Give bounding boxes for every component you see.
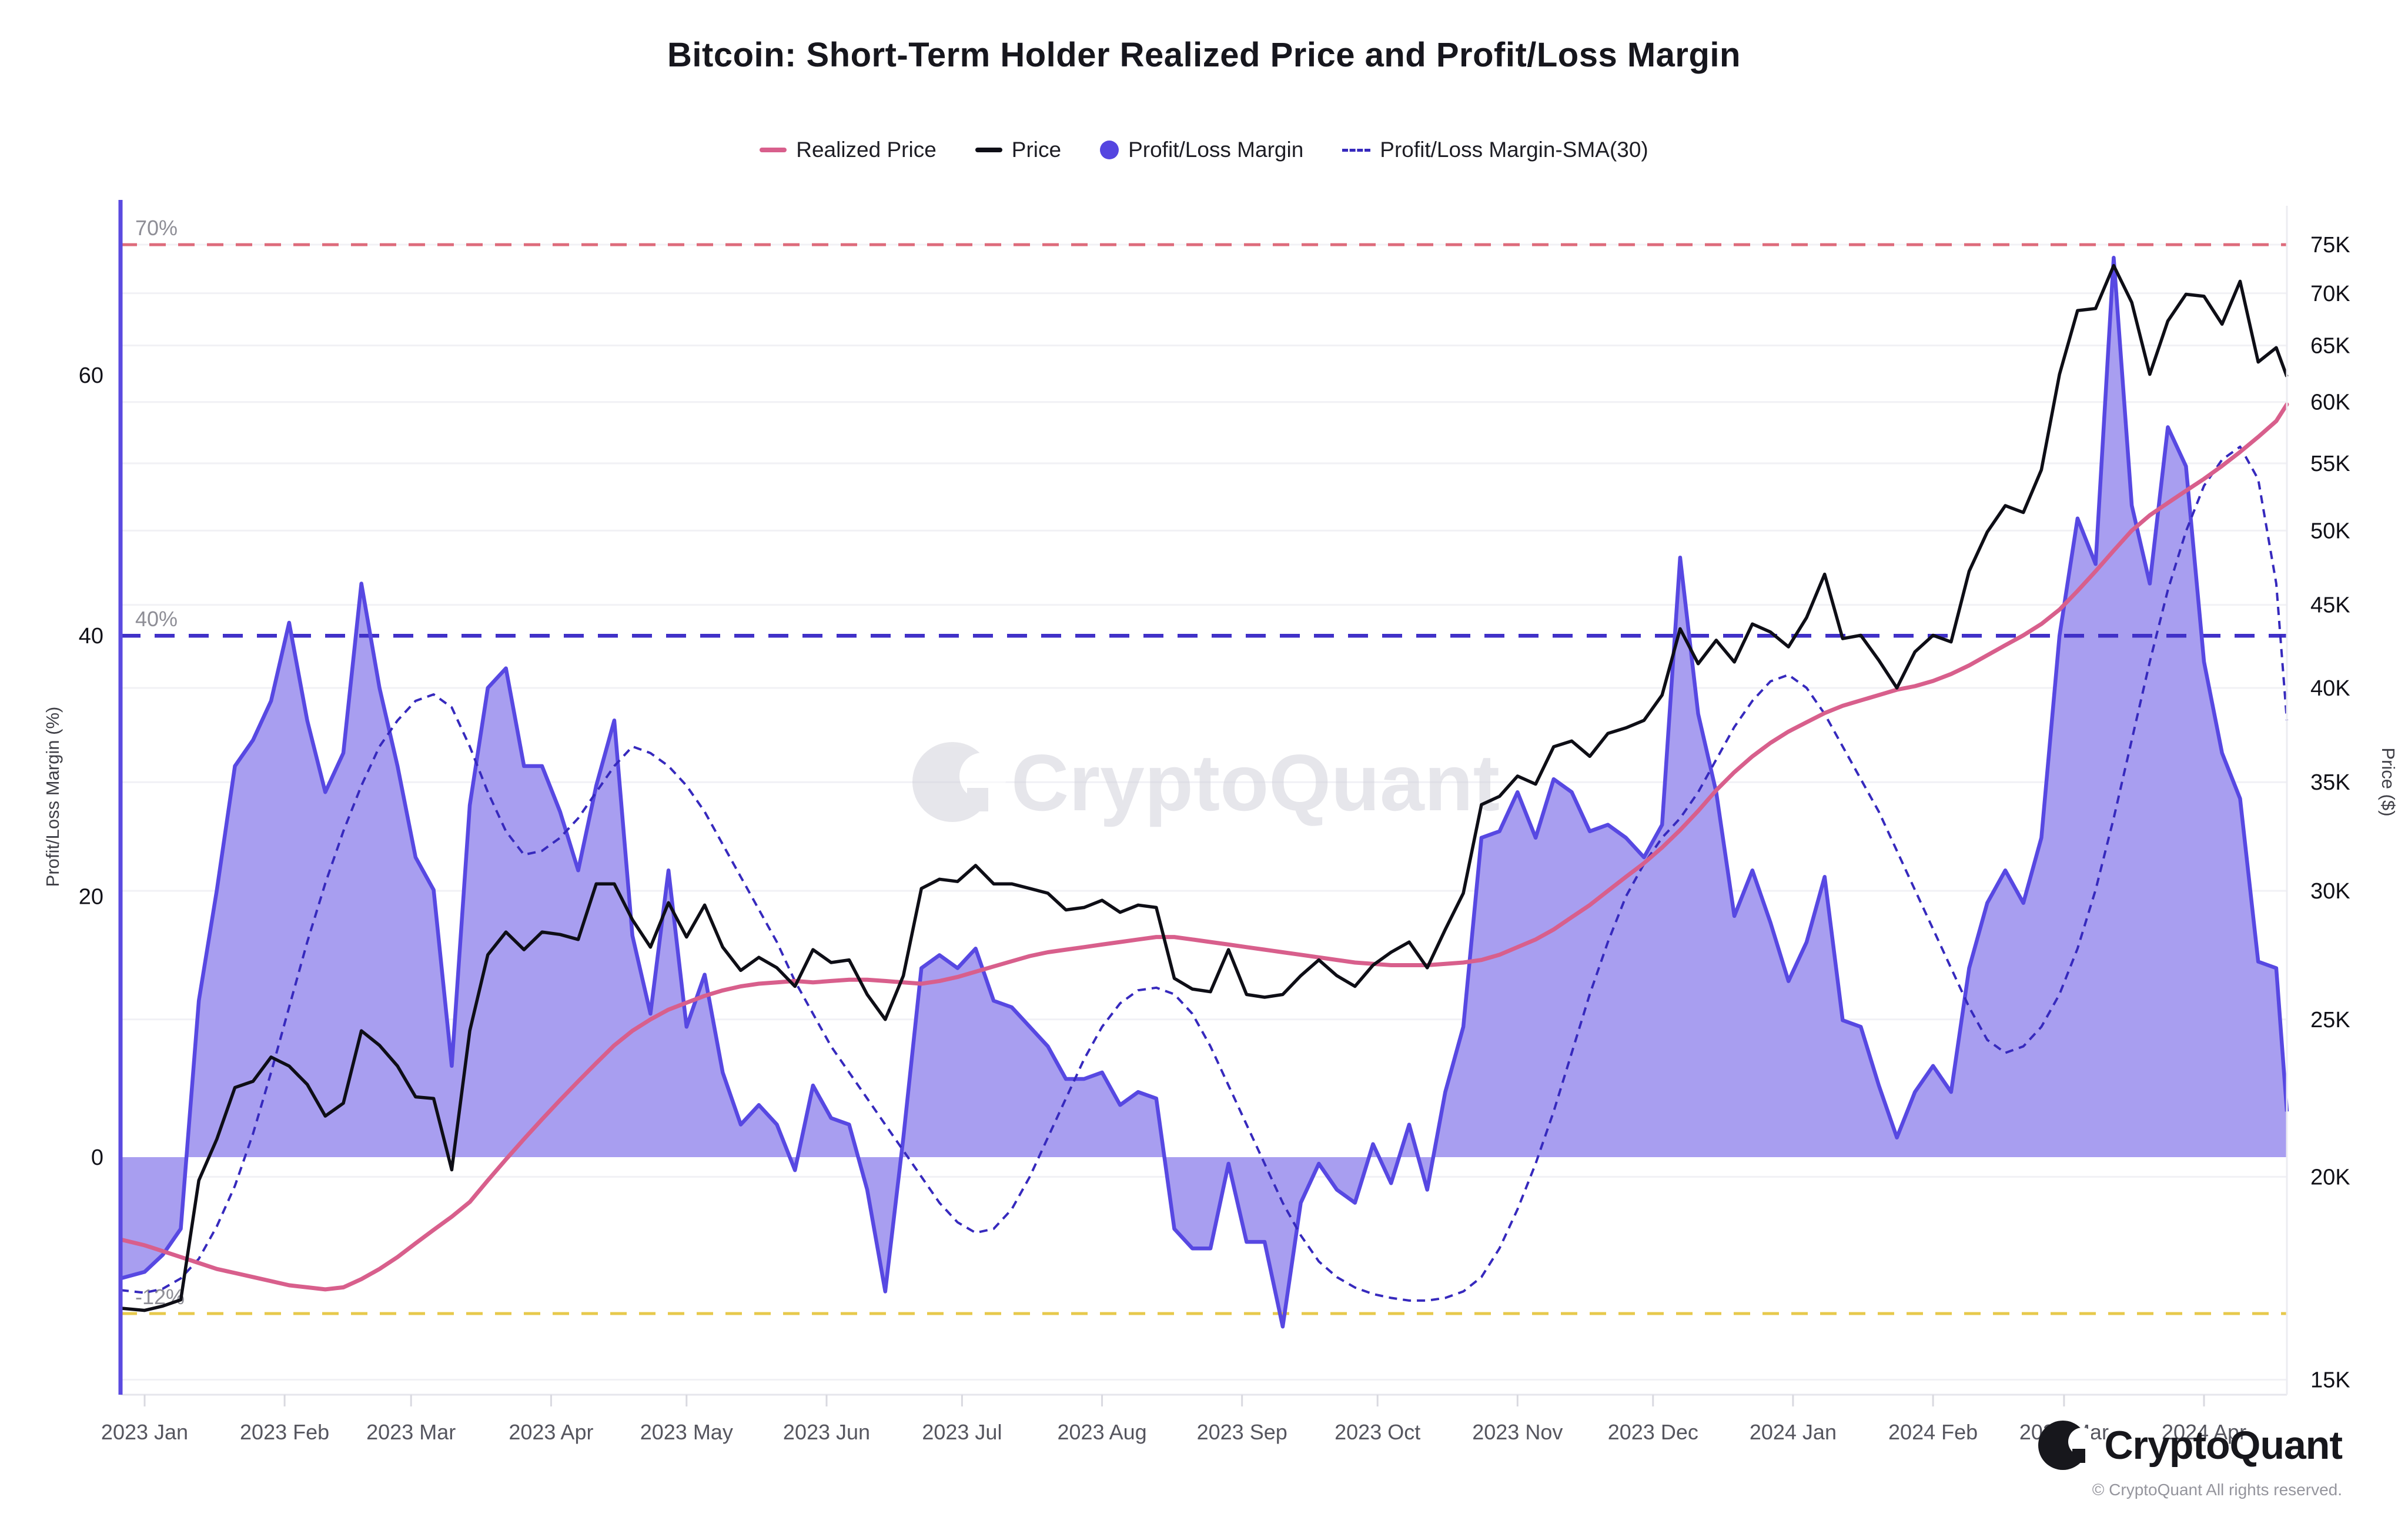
right-tick-label: 50K	[2310, 519, 2350, 543]
legend-label: Price	[1011, 138, 1062, 162]
x-tick-label: 2023 Jun	[783, 1420, 870, 1444]
x-tick-label: 2023 Jul	[922, 1420, 1002, 1444]
reference-label: 70%	[135, 216, 178, 240]
right-tick-label: 55K	[2310, 452, 2350, 476]
x-tick-label: 2023 Aug	[1058, 1420, 1147, 1444]
x-tick-label: 2024 Jan	[1750, 1420, 1837, 1444]
legend-item-profit-loss-margin[interactable]: Profit/Loss Margin	[1100, 138, 1303, 162]
brand-name: CryptoQuant	[2104, 1423, 2343, 1468]
right-tick-label: 45K	[2310, 593, 2350, 618]
right-tick-label: 65K	[2310, 334, 2350, 359]
x-tick-label: 2023 Nov	[1472, 1420, 1563, 1444]
legend-label: Realized Price	[796, 138, 937, 162]
left-axis-title: Profit/Loss Margin (%)	[42, 707, 63, 887]
price-line-icon	[975, 148, 1002, 152]
right-tick-label: 60K	[2310, 390, 2350, 415]
copyright-text: © CryptoQuant All rights reserved.	[2092, 1481, 2342, 1499]
legend-label: Profit/Loss Margin	[1128, 138, 1304, 162]
right-tick-label: 25K	[2310, 1008, 2350, 1033]
x-tick-label: 2024 Apr	[2162, 1420, 2246, 1444]
price-line	[120, 263, 2289, 1312]
left-tick-label: 40	[79, 624, 103, 649]
x-tick-label: 2023 Mar	[366, 1420, 456, 1444]
right-tick-label: 20K	[2310, 1165, 2350, 1189]
right-tick-label: 30K	[2310, 879, 2350, 904]
right-axis-title: Price ($)	[2378, 747, 2399, 816]
x-tick-label: 2023 Sep	[1197, 1420, 1287, 1444]
right-tick-label: 35K	[2310, 770, 2350, 795]
page-title: Bitcoin: Short-Term Holder Realized Pric…	[667, 36, 1741, 74]
chart-legend: Realized Price Price Profit/Loss Margin …	[0, 138, 2408, 162]
watermark: CryptoQuant	[912, 738, 1500, 827]
x-tick-label: 2023 Feb	[240, 1420, 329, 1444]
x-tick-label: 2023 May	[640, 1420, 733, 1444]
legend-label: Profit/Loss Margin-SMA(30)	[1380, 138, 1648, 162]
margin-sma30-line	[120, 445, 2288, 1302]
right-tick-label: 70K	[2310, 282, 2350, 306]
left-tick-label: 0	[91, 1145, 103, 1170]
reference-label: 40%	[135, 607, 178, 631]
x-tick-label: 2023 Oct	[1335, 1420, 1420, 1444]
cryptoquant-logo-icon	[2038, 1421, 2092, 1470]
cryptoquant-logo: CryptoQuant © CryptoQuant All rights res…	[1813, 1418, 2343, 1499]
legend-item-price[interactable]: Price	[975, 138, 1061, 162]
right-tick-label: 75K	[2310, 233, 2350, 258]
legend-item-realized-price[interactable]: Realized Price	[760, 138, 937, 162]
margin-dot-icon	[1100, 141, 1119, 159]
realized-price-line	[118, 402, 2289, 1292]
x-tick-label: 2023 Apr	[509, 1420, 593, 1444]
reference-label: -12%	[135, 1285, 185, 1309]
margin-sma-dash-icon	[1342, 148, 1371, 152]
legend-item-margin-sma[interactable]: Profit/Loss Margin-SMA(30)	[1342, 138, 1648, 162]
right-tick-label: 40K	[2310, 676, 2350, 701]
profit-loss-margin-line	[120, 256, 2289, 1329]
x-tick-label: 2023 Jan	[101, 1420, 188, 1444]
left-tick-label: 60	[79, 363, 103, 388]
realized-price-line-icon	[760, 148, 787, 152]
x-tick-label: 2024 Feb	[1888, 1420, 1978, 1444]
left-tick-label: 20	[79, 885, 103, 910]
x-tick-label: 2023 Dec	[1608, 1420, 1698, 1444]
svg-text:CryptoQuant: CryptoQuant	[1011, 738, 1500, 827]
profit-loss-margin-area	[121, 258, 2287, 1327]
right-tick-label: 15K	[2310, 1368, 2350, 1393]
